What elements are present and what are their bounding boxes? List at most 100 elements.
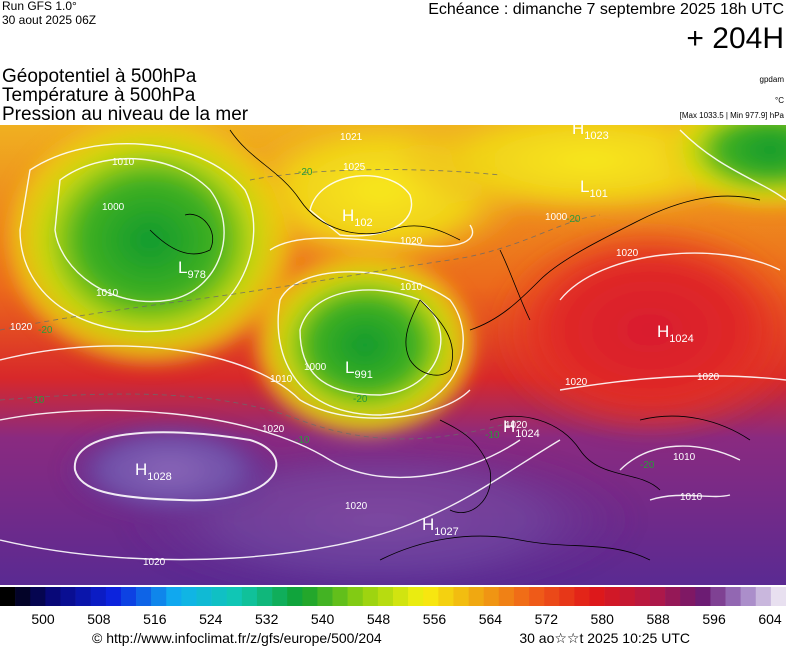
field-label: Géopotentiel à 500hPa <box>2 66 197 87</box>
map-field <box>0 125 786 585</box>
pressure-center: L991 <box>345 358 373 381</box>
isobar-label: 1020 <box>697 372 720 383</box>
temperature-label: -20 <box>640 460 655 471</box>
colorbar-swatch <box>272 587 288 606</box>
colorbar-swatch <box>589 587 605 606</box>
colorbar-swatch <box>755 587 772 606</box>
temperature-label: -10 <box>295 435 310 446</box>
isobar-label: 1020 <box>616 248 639 259</box>
colorbar-swatch <box>75 587 91 606</box>
colorbar-swatch <box>377 587 394 606</box>
center-value: 978 <box>187 269 205 281</box>
colorbar-swatch <box>332 587 348 606</box>
colorbar-swatch <box>574 587 590 606</box>
isobar-label: 1010 <box>400 282 423 293</box>
colorbar-swatch <box>513 587 530 606</box>
colorbar-label: 580 <box>591 611 615 627</box>
colorbar-swatch <box>181 587 197 606</box>
colorbar-swatch <box>302 587 318 606</box>
colorbar-swatch <box>634 587 651 606</box>
pressure-centers: H1028L978L991H1024H1024H1027H102L101H102… <box>135 119 694 538</box>
center-value: 1023 <box>584 130 608 142</box>
colorbar-label: 596 <box>702 611 726 627</box>
colorbar-swatch <box>559 587 575 606</box>
colorbar-label: 508 <box>87 611 111 627</box>
isobar-label: 1000 <box>304 362 327 373</box>
colorbar-labels: 500 508 516 524 532 540 548 556 564 572 580 588 596 6… <box>31 611 782 627</box>
isobar-label: 1010 <box>112 157 135 168</box>
colorbar-swatch <box>362 587 379 606</box>
colorbar-label: 516 <box>143 611 167 627</box>
colorbar-label: 524 <box>199 611 223 627</box>
colorbar-swatch <box>90 587 107 606</box>
center-letter: L <box>345 358 354 377</box>
isobar-label: 1020 <box>10 322 33 333</box>
temperature-label: -20 <box>38 325 53 336</box>
center-letter: H <box>572 119 584 138</box>
colorbar-label: 540 <box>311 611 335 627</box>
center-letter: H <box>422 515 434 534</box>
isobar-label: 1010 <box>680 492 703 503</box>
colorbar-swatch <box>438 587 454 606</box>
isotherms <box>0 169 601 440</box>
pressure-center: L978 <box>178 258 206 281</box>
pressure-center: H1027 <box>422 515 459 538</box>
isobar-label: 1020 <box>345 501 368 512</box>
center-value: 1028 <box>147 471 171 483</box>
colorbar-swatch <box>453 587 469 606</box>
run-date: 30 aout 2025 06Z <box>2 13 96 27</box>
colorbar-swatch <box>30 587 46 606</box>
colorbar-swatch <box>604 587 621 606</box>
center-letter: H <box>503 417 515 436</box>
pressure-center: H1023 <box>572 119 609 142</box>
colorbar-swatch <box>665 587 681 606</box>
colorbar-swatch <box>740 587 757 606</box>
unit-label: gpdam <box>760 75 785 84</box>
center-value: 101 <box>589 188 607 200</box>
source-credit: © http://www.infoclimat.fr/z/gfs/europe/… <box>92 630 382 646</box>
colorbar-label: 588 <box>646 611 670 627</box>
colorbar-swatch <box>483 587 500 606</box>
colorbar-label: 604 <box>758 611 782 627</box>
isobar-label: 1020 <box>505 420 528 431</box>
pressure-center: H1024 <box>503 417 540 440</box>
isobar-label: 1010 <box>270 374 293 385</box>
unit-label: [Max 1033.5 | Min 977.9] hPa <box>680 111 785 120</box>
center-letter: H <box>135 460 147 479</box>
field-label: Pression au niveau de la mer <box>2 104 249 125</box>
colorbar-swatch <box>136 587 152 606</box>
colorbar-swatch <box>710 587 726 606</box>
colorbar-swatch <box>226 587 243 606</box>
temperature-label: -10 <box>30 395 45 406</box>
temperature-labels: -20 -20 -20 -20 -10 -10 -10 -20 <box>30 167 655 471</box>
isobar-label: 1020 <box>400 236 423 247</box>
isobar-label: 1000 <box>102 202 125 213</box>
colorbar-swatch <box>256 587 273 606</box>
colorbar-label: 572 <box>535 611 559 627</box>
colorbar-swatch <box>241 587 258 606</box>
colorbar-swatch <box>60 587 76 606</box>
center-value: 991 <box>354 369 372 381</box>
temperature-label: -10 <box>485 430 500 441</box>
isobar-label: 1020 <box>262 424 285 435</box>
colorbar-swatch <box>105 587 122 606</box>
center-letter: L <box>178 258 187 277</box>
colorbar-label: 564 <box>479 611 503 627</box>
colorbar-swatch <box>347 587 364 606</box>
center-value: 1027 <box>434 526 458 538</box>
pressure-center: H102 <box>342 206 373 229</box>
temperature-label: -20 <box>566 214 581 225</box>
forecast-time: Echéance : dimanche 7 septembre 2025 18h… <box>428 1 784 18</box>
colorbar-label: 500 <box>31 611 55 627</box>
colorbar <box>0 587 786 606</box>
colorbar-swatch <box>45 587 61 606</box>
center-value: 102 <box>354 217 372 229</box>
isobar-label: 1025 <box>343 162 366 173</box>
colorbar-swatch <box>408 587 424 606</box>
colorbar-swatch <box>770 587 786 606</box>
colorbar-swatch <box>151 587 167 606</box>
isobar-label: 1021 <box>340 132 363 143</box>
center-letter: H <box>342 206 354 225</box>
colorbar-swatch <box>649 587 666 606</box>
